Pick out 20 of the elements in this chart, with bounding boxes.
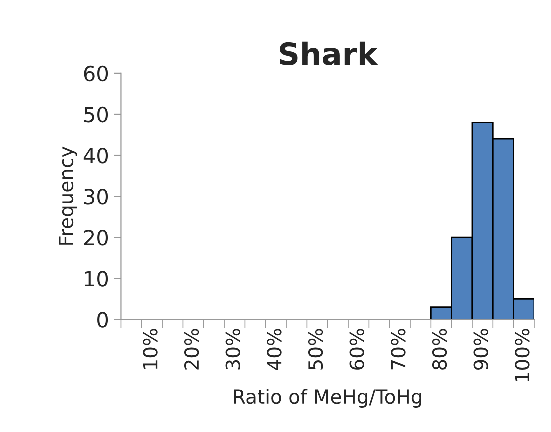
x-tick-label: 20% xyxy=(184,329,200,370)
x-tick-label: 50% xyxy=(308,329,324,370)
x-axis-title: Ratio of MeHg/ToHg xyxy=(234,389,422,408)
x-tick-label: 60% xyxy=(350,329,364,370)
x-tick-label: 40% xyxy=(267,329,282,370)
y-tick-label: 30 xyxy=(84,189,108,205)
x-tick-label: 10% xyxy=(143,329,158,370)
x-tick-label: 80% xyxy=(432,329,448,370)
y-tick-label: 20 xyxy=(84,230,108,246)
y-tick-label: 40 xyxy=(84,148,108,164)
y-tick-label: 10 xyxy=(85,271,108,287)
y-tick-label: 50 xyxy=(84,106,108,123)
x-tick-label: 90% xyxy=(474,329,488,370)
y-tick-label: 0 xyxy=(98,312,108,328)
x-tick-label: 70% xyxy=(391,329,406,370)
x-tick-label: 100% xyxy=(515,329,530,382)
y-tick-label: 60 xyxy=(84,66,108,82)
y-axis-title: Frequency xyxy=(59,146,78,245)
x-tick-label: 30% xyxy=(226,329,241,370)
chart-title: Shark xyxy=(280,42,378,66)
